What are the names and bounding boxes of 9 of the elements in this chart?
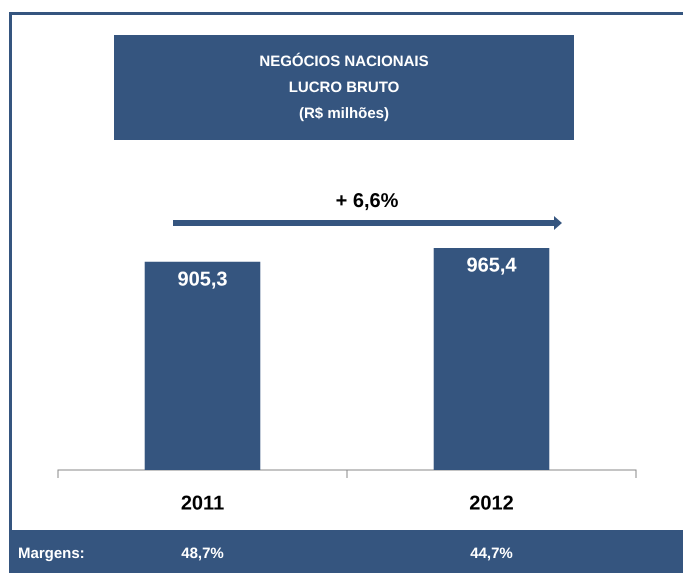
x-tick-label: 2011: [180, 492, 224, 515]
text: 44,7%: [470, 545, 513, 562]
text: 48,7%: [181, 545, 224, 562]
chart-title: NEGÓCIOS NACIONAIS LUCRO BRUTO (R$ milhões): [114, 35, 574, 140]
text: Margens:: [18, 545, 85, 562]
text: + 6,6%: [336, 190, 398, 213]
x-tick-label: 2012: [469, 492, 514, 515]
data-label: 905,3: [177, 268, 228, 290]
data-label: 965,4: [466, 254, 518, 276]
